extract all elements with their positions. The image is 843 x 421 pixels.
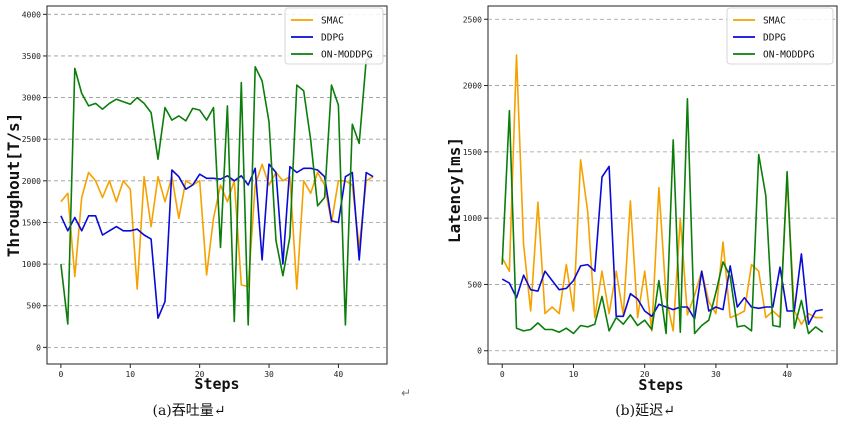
y-tick-label: 1500 xyxy=(22,218,41,227)
x-tick-label: 30 xyxy=(264,370,274,379)
legend-label-on-moddpg: ON-MODDPG xyxy=(763,50,815,61)
y-tick-label: 2000 xyxy=(22,177,41,186)
y-tick-label: 0 xyxy=(477,347,482,356)
caption: (b)延迟↵ xyxy=(615,403,675,419)
y-tick-label: 0 xyxy=(36,343,41,352)
y-tick-label: 500 xyxy=(468,280,483,289)
latency-chart: 0 500 1000 1500 2000 2500 0 10 20 30 40 Latency[m… xyxy=(445,5,838,419)
legend-label-smac: SMAC xyxy=(321,16,344,27)
y-tick-label: 3000 xyxy=(22,94,41,103)
series-line-on-moddpg xyxy=(60,55,374,326)
legend-box xyxy=(726,7,834,65)
y-tick-label: 2500 xyxy=(463,15,482,24)
x-tick-label: 10 xyxy=(569,370,579,379)
y-tick-label: 4000 xyxy=(22,10,41,19)
legend-label-on-moddpg: ON-MODDPG xyxy=(321,50,373,61)
y-axis-label: Latency[ms] xyxy=(445,137,464,243)
x-tick-label: 40 xyxy=(782,370,792,379)
throughput-chart: 0 500 1000 1500 2000 2500 3000 3500 4000 0 10 20 30… xyxy=(4,5,388,419)
x-tick-label: 20 xyxy=(640,370,650,379)
series-line-on-moddpg xyxy=(501,98,824,335)
x-axis-label: Steps xyxy=(638,376,683,394)
x-axis-label: Steps xyxy=(194,375,239,393)
y-tick-label: 1000 xyxy=(22,260,41,269)
x-tick-label: 10 xyxy=(125,370,135,379)
x-tick-label: 30 xyxy=(711,370,721,379)
legend-label-ddpg: DDPG xyxy=(763,33,786,44)
y-tick-label: 3500 xyxy=(22,52,41,61)
legend-label-ddpg: DDPG xyxy=(321,33,344,44)
y-tick-label: 2000 xyxy=(463,82,482,91)
legend-box xyxy=(284,7,384,65)
y-tick-label: 500 xyxy=(27,302,42,311)
y-tick-label: 2500 xyxy=(22,135,41,144)
legend: SMAC DDPG ON-MODDPG xyxy=(284,7,384,65)
caption: (a)吞吐量↵ xyxy=(152,403,225,419)
x-tick-label: 0 xyxy=(58,370,63,379)
y-tick-label: 1500 xyxy=(463,148,482,157)
legend-label-smac: SMAC xyxy=(763,16,786,27)
x-tick-label: 0 xyxy=(500,370,505,379)
x-tick-label: 40 xyxy=(334,370,344,379)
x-tick-label: 20 xyxy=(195,370,205,379)
y-tick-label: 1000 xyxy=(463,214,482,223)
paragraph-mark: ↵ xyxy=(401,386,411,400)
legend: SMAC DDPG ON-MODDPG xyxy=(726,7,834,65)
y-axis-label: Throughout[T/s] xyxy=(4,113,23,258)
series-line-smac xyxy=(501,54,823,332)
series-line-smac xyxy=(60,163,374,290)
